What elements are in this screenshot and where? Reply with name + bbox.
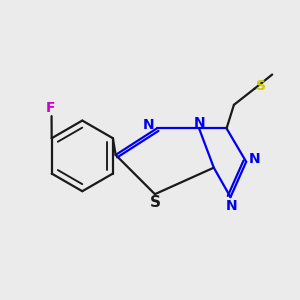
- Text: N: N: [143, 118, 155, 133]
- Text: N: N: [226, 199, 238, 213]
- Text: N: N: [249, 152, 261, 167]
- Text: F: F: [46, 101, 56, 116]
- Text: S: S: [149, 195, 161, 210]
- Text: S: S: [256, 79, 266, 93]
- Text: N: N: [193, 116, 205, 130]
